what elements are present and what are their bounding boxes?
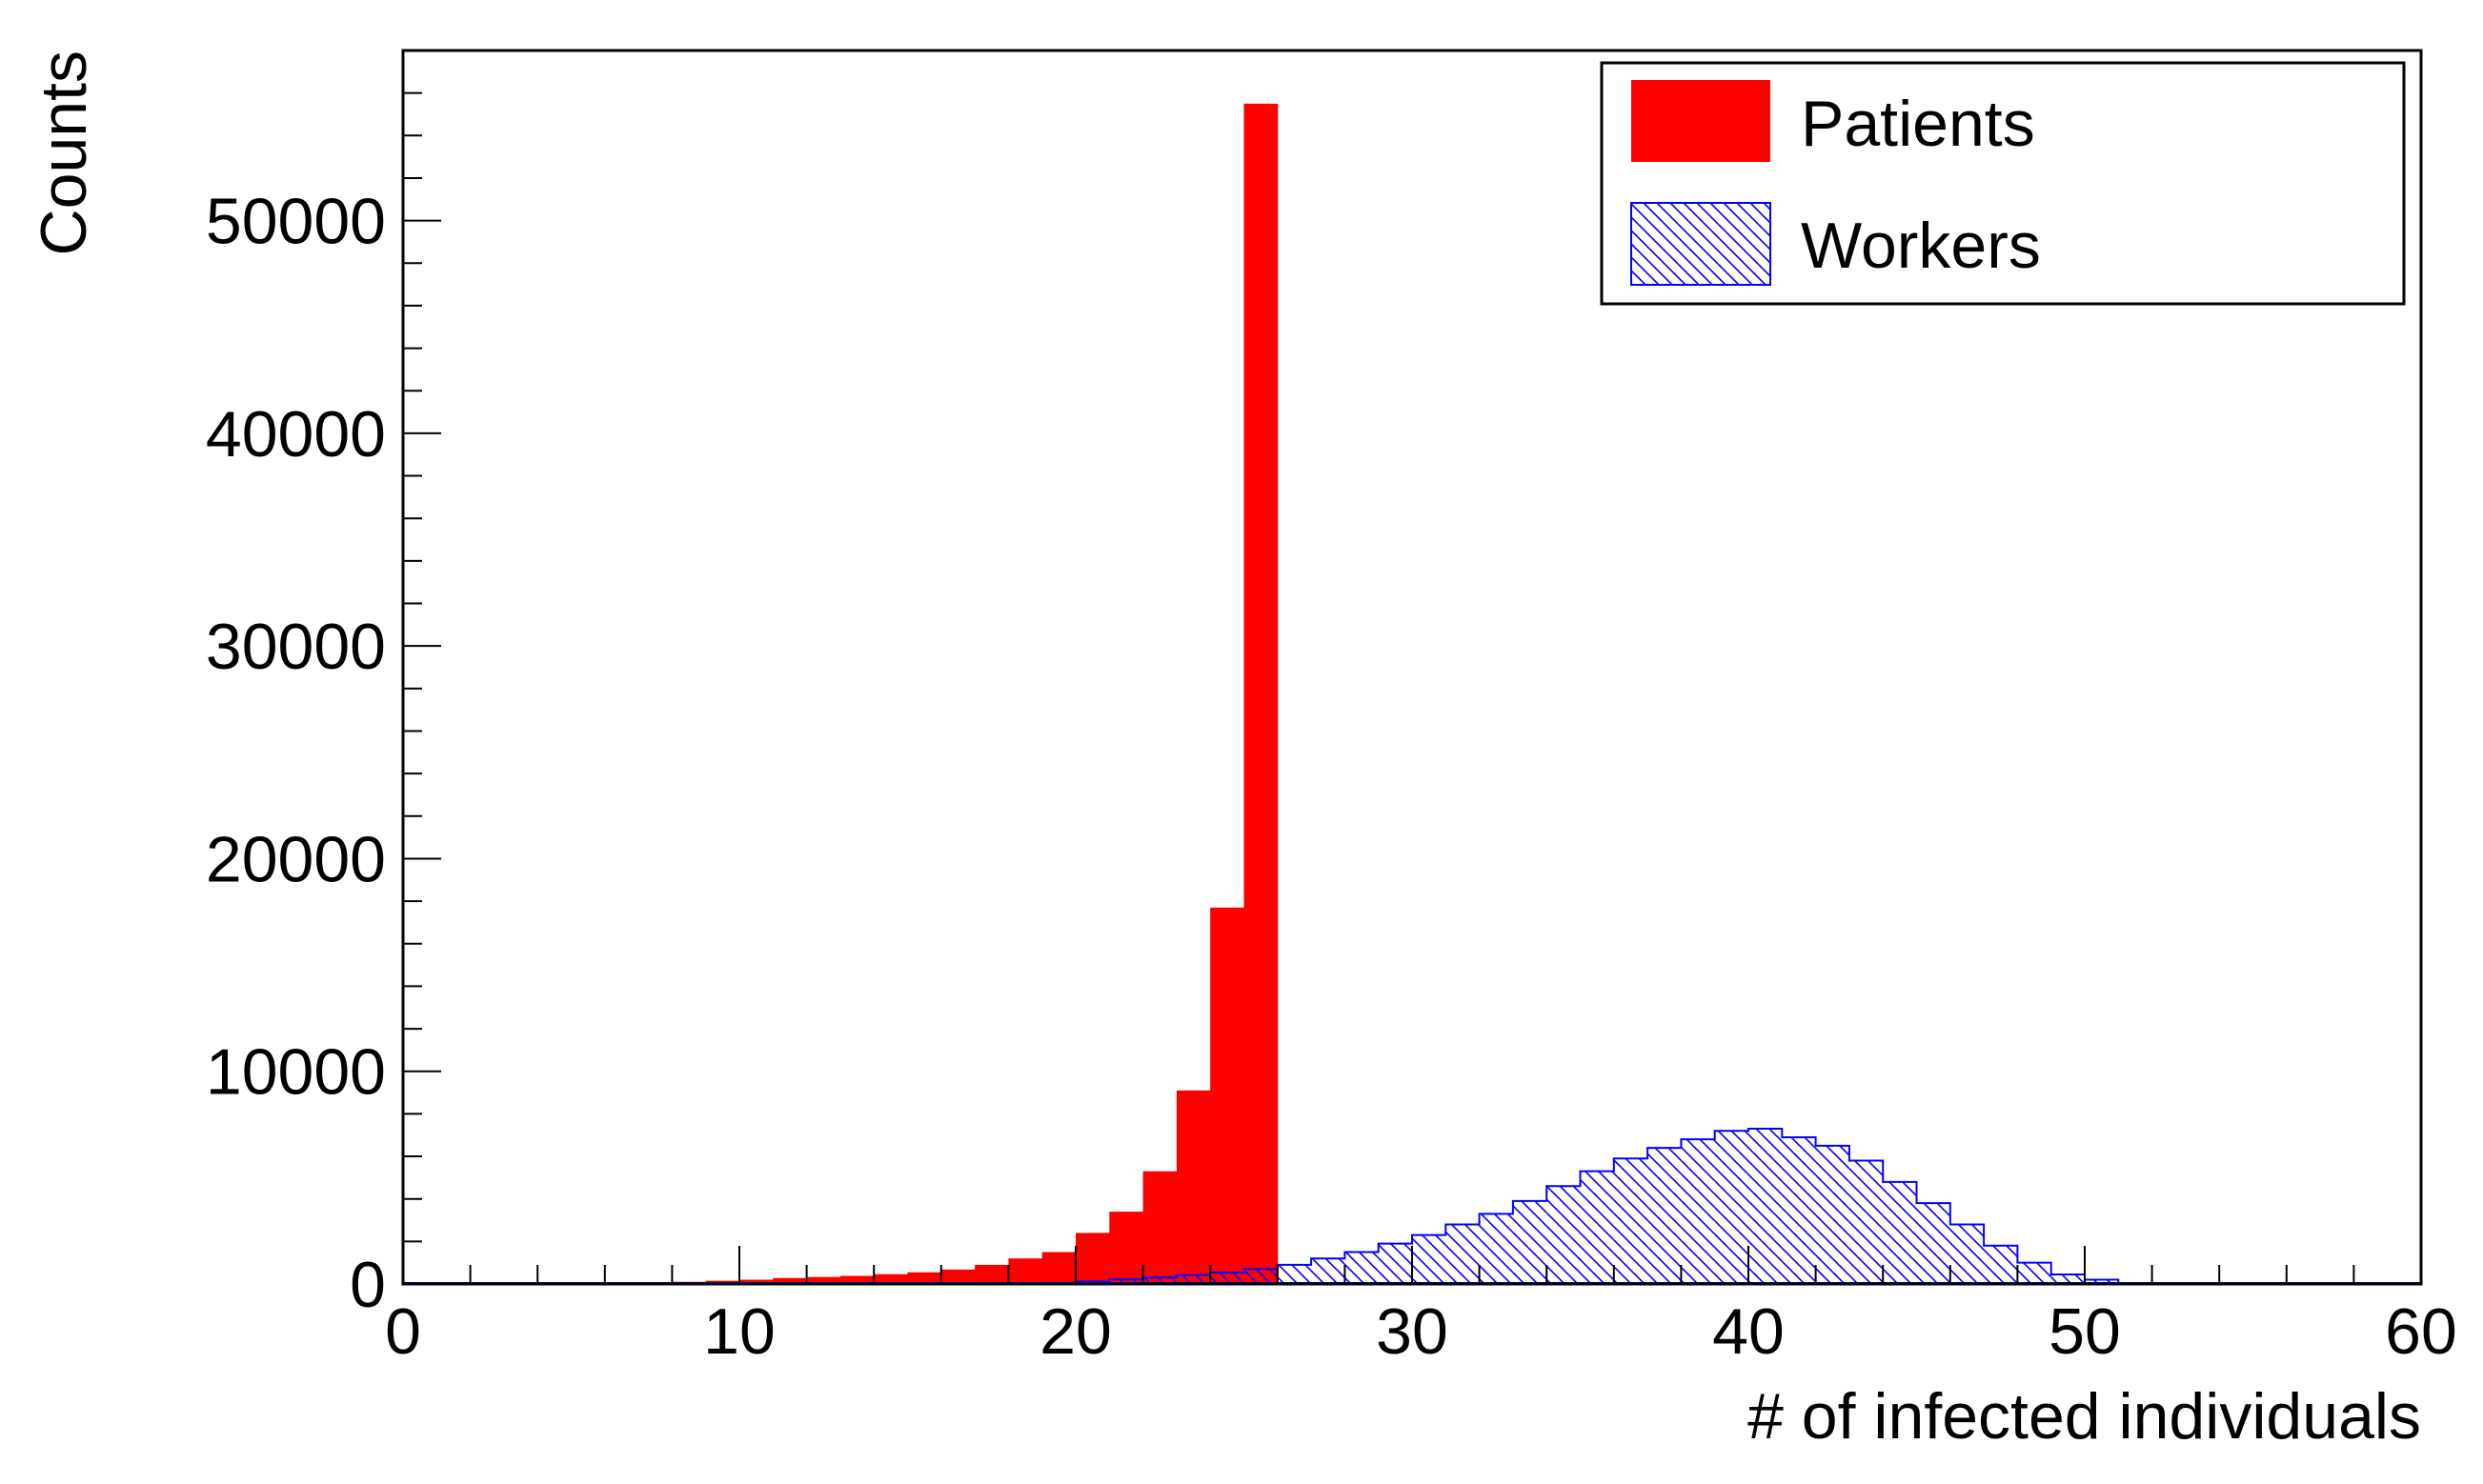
x-tick-label: 20 bbox=[1040, 1295, 1112, 1368]
patients-bar bbox=[1243, 103, 1279, 1284]
patients-bar bbox=[1008, 1258, 1043, 1284]
workers-bar bbox=[1344, 1252, 1379, 1284]
legend-label-patients: Patients bbox=[1801, 88, 2035, 160]
x-axis-title: # of infected individuals bbox=[1747, 1380, 2421, 1453]
legend: Patients Workers bbox=[1600, 61, 2406, 306]
workers-bar bbox=[1210, 1272, 1244, 1284]
y-tick-label: 20000 bbox=[206, 823, 386, 895]
legend-label-workers: Workers bbox=[1801, 210, 2041, 282]
workers-bar bbox=[2085, 1279, 2119, 1284]
patients-bar bbox=[1176, 1090, 1211, 1284]
patients-bar bbox=[1109, 1212, 1144, 1284]
workers-bar bbox=[1748, 1129, 1783, 1284]
workers-bar bbox=[1378, 1243, 1412, 1284]
workers-bar bbox=[1512, 1200, 1547, 1284]
workers-bar bbox=[1681, 1139, 1715, 1284]
workers-bar bbox=[1311, 1258, 1345, 1284]
workers-bar bbox=[1782, 1136, 1816, 1284]
y-tick-label: 40000 bbox=[206, 398, 386, 471]
workers-bar bbox=[1916, 1203, 1950, 1284]
x-tick-label: 60 bbox=[2385, 1295, 2457, 1368]
patients-bar bbox=[739, 1279, 774, 1284]
x-tick-label: 0 bbox=[385, 1295, 421, 1368]
x-tick-labels: 0 10 20 30 40 50 60 bbox=[385, 1295, 2457, 1368]
workers-bar bbox=[1445, 1224, 1480, 1284]
workers-bar bbox=[1142, 1277, 1177, 1284]
patients-bar bbox=[773, 1277, 808, 1284]
y-tick-label: 30000 bbox=[206, 611, 386, 683]
workers-bar bbox=[2017, 1262, 2051, 1284]
y-tick-label: 10000 bbox=[206, 1036, 386, 1109]
x-tick-label: 30 bbox=[1376, 1295, 1448, 1368]
y-tick-label: 50000 bbox=[206, 186, 386, 258]
patients-bar bbox=[1142, 1171, 1178, 1284]
workers-bar bbox=[1580, 1171, 1614, 1284]
workers-bar bbox=[1412, 1234, 1446, 1284]
patients-bar bbox=[907, 1272, 942, 1284]
x-tick-label: 50 bbox=[2049, 1295, 2121, 1368]
patients-bar bbox=[839, 1275, 875, 1284]
legend-swatch-workers bbox=[1630, 202, 1771, 286]
workers-bar bbox=[1984, 1245, 2018, 1284]
workers-bar bbox=[1815, 1145, 1849, 1284]
patients-bar bbox=[940, 1269, 976, 1284]
x-tick-label: 10 bbox=[703, 1295, 776, 1368]
workers-bar bbox=[1848, 1160, 1884, 1284]
patients-bar bbox=[1076, 1233, 1110, 1284]
x-tick-label: 40 bbox=[1712, 1295, 1785, 1368]
workers-bar bbox=[1277, 1264, 1312, 1284]
axis-ticks bbox=[402, 50, 2422, 1285]
workers-bar bbox=[1613, 1158, 1648, 1284]
patients-bar bbox=[874, 1273, 908, 1284]
patients-bar bbox=[1041, 1252, 1077, 1284]
plot-area bbox=[401, 49, 2423, 1286]
patients-bar bbox=[975, 1264, 1009, 1284]
patients-bar bbox=[806, 1276, 841, 1284]
workers-bar bbox=[1546, 1186, 1581, 1284]
workers-bar bbox=[1949, 1224, 1985, 1284]
workers-bar bbox=[1243, 1269, 1278, 1284]
workers-bar bbox=[1714, 1131, 1748, 1284]
workers-bar bbox=[1479, 1213, 1513, 1284]
legend-swatch-patients bbox=[1631, 80, 1770, 162]
workers-bar bbox=[1176, 1274, 1211, 1284]
patients-series bbox=[672, 103, 1279, 1284]
workers-bar bbox=[2050, 1273, 2085, 1284]
y-axis-title: Counts bbox=[28, 50, 100, 255]
workers-bar bbox=[1109, 1279, 1143, 1284]
patients-bar bbox=[1210, 907, 1244, 1284]
y-tick-labels: 0 10000 20000 30000 40000 50000 bbox=[206, 186, 386, 1321]
workers-bar bbox=[1883, 1181, 1917, 1284]
y-tick-label: 0 bbox=[350, 1249, 386, 1321]
workers-bar bbox=[1647, 1148, 1682, 1284]
